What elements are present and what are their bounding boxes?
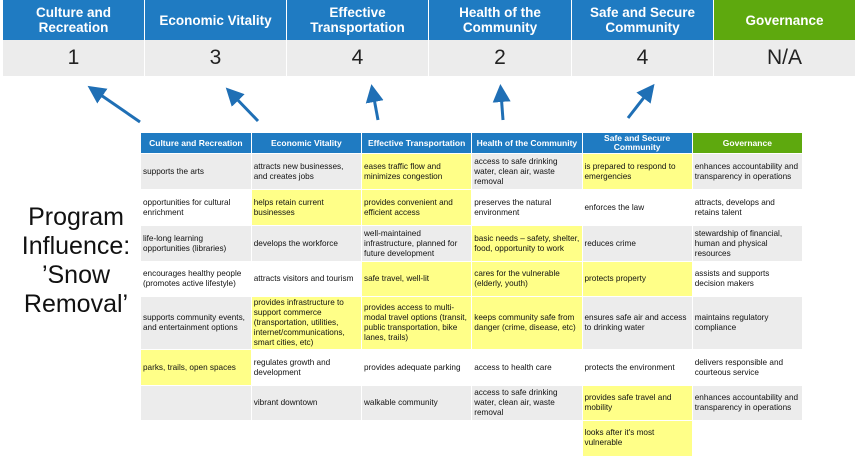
table-cell: attracts new businesses, and creates job…	[251, 153, 363, 190]
table-cell: provides adequate parking	[361, 349, 473, 386]
table-cell: access to health care	[471, 349, 583, 386]
summary-header: Safe and Secure Community	[572, 0, 714, 40]
table-cell: assists and supports decision makers	[692, 261, 804, 297]
table-column-header: Culture and Recreation	[141, 133, 252, 154]
table-column-header: Effective Transportation	[361, 133, 473, 154]
arrow-icon	[492, 84, 511, 121]
table-cell	[141, 420, 252, 456]
table-column-header: Economic Vitality	[251, 133, 363, 154]
table-cell: reduces crime	[582, 225, 693, 262]
table-cell-highlighted: protects property	[582, 261, 693, 297]
table-cell: access to safe drinking water, clean air…	[471, 153, 583, 190]
table-cell	[141, 385, 252, 421]
table-cell: attracts, develops and retains talent	[692, 189, 804, 226]
table-row: parks, trails, open spaces regulates grow…	[141, 349, 804, 386]
table-cell: well-maintained infrastructure, planned …	[361, 225, 473, 262]
table-cell: life-long learning opportunities (librar…	[141, 225, 252, 262]
table-cell	[471, 420, 583, 456]
table-cell-highlighted: provides access to multi-modal travel op…	[361, 296, 473, 350]
arrow-icon	[626, 83, 655, 119]
table-cell	[692, 420, 804, 456]
table-cell-highlighted: looks after it's most vulnerable	[582, 420, 693, 456]
table-row: looks after it's most vulnerable	[141, 420, 804, 456]
table-cell: enhances accountability and transparency…	[692, 385, 804, 421]
table-column-header: Governance	[692, 133, 804, 154]
table-row: supports the arts attracts new businesses…	[141, 153, 804, 190]
table-cell: attracts visitors and tourism	[251, 261, 363, 297]
summary-value: 1	[3, 40, 145, 76]
table-cell-highlighted: helps retain current businesses	[251, 189, 363, 226]
table-cell	[361, 420, 473, 456]
table-row: vibrant downtown walkable community access…	[141, 385, 804, 421]
summary-header: Culture and Recreation	[3, 0, 145, 40]
summary-header: Governance	[714, 0, 856, 40]
summary-value: 4	[287, 40, 429, 76]
table-cell: stewardship of financial, human and phys…	[692, 225, 804, 262]
table-header-row: Culture and Recreation Economic Vitality E…	[141, 133, 804, 154]
summary-scorecard: Culture and Recreation Economic Vitality E…	[3, 0, 856, 76]
pillar-criteria-table: Culture and Recreation Economic Vitality E…	[141, 133, 804, 456]
table-row: life-long learning opportunities (librar…	[141, 225, 804, 262]
table-cell-highlighted: eases traffic flow and minimizes congest…	[361, 153, 473, 190]
table-cell: opportunities for cultural enrichment	[141, 189, 252, 226]
table-cell: ensures safe air and access to drinking …	[582, 296, 693, 350]
table-cell: develops the workforce	[251, 225, 363, 262]
arrow-icon	[87, 85, 141, 124]
table-row: encourages healthy people (promotes acti…	[141, 261, 804, 297]
table-cell	[251, 420, 363, 456]
table-cell-highlighted: provides safe travel and mobility	[582, 385, 693, 421]
table-cell-highlighted: basic needs – safety, shelter, food, opp…	[471, 225, 583, 262]
summary-value: 4	[572, 40, 714, 76]
program-influence-label: Program Influence: ’Snow Removal’	[21, 203, 131, 318]
table-row: supports community events, and entertain…	[141, 296, 804, 350]
summary-header-row: Culture and Recreation Economic Vitality E…	[3, 0, 856, 40]
summary-header: Effective Transportation	[287, 0, 429, 40]
table-cell-highlighted: provides infrastructure to support comme…	[251, 296, 363, 350]
table-cell-highlighted: keeps community safe from danger (crime,…	[471, 296, 583, 350]
table-cell-highlighted: parks, trails, open spaces	[141, 349, 252, 386]
table-cell: regulates growth and development	[251, 349, 363, 386]
table-cell: enhances accountability and transparency…	[692, 153, 804, 190]
summary-value: 3	[145, 40, 287, 76]
table-cell-highlighted: is prepared to respond to emergencies	[582, 153, 693, 190]
table-cell: access to safe drinking water, clean air…	[471, 385, 583, 421]
table-cell: supports the arts	[141, 153, 252, 190]
summary-value-row: 1 3 4 2 4 N/A	[3, 40, 856, 76]
table-cell: vibrant downtown	[251, 385, 363, 421]
table-cell: protects the environment	[582, 349, 693, 386]
summary-header: Economic Vitality	[145, 0, 287, 40]
table-column-header: Safe and Secure Community	[582, 133, 693, 154]
table-column-header: Health of the Community	[471, 133, 583, 154]
table-cell: preserves the natural environment	[471, 189, 583, 226]
summary-value: N/A	[714, 40, 856, 76]
table-cell: supports community events, and entertain…	[141, 296, 252, 350]
table-cell: maintains regulatory compliance	[692, 296, 804, 350]
table-cell: encourages healthy people (promotes acti…	[141, 261, 252, 297]
arrow-icon	[365, 84, 384, 121]
table-cell: enforces the law	[582, 189, 693, 226]
table-cell: delivers responsible and courteous servi…	[692, 349, 804, 386]
table-cell-highlighted: provides convenient and efficient access	[361, 189, 473, 226]
arrow-icon	[225, 87, 260, 123]
summary-value: 2	[429, 40, 572, 76]
summary-header: Health of the Community	[429, 0, 572, 40]
table-cell: walkable community	[361, 385, 473, 421]
table-cell-highlighted: cares for the vulnerable (elderly, youth…	[471, 261, 583, 297]
table-cell-highlighted: safe travel, well-lit	[361, 261, 473, 297]
table-row: opportunities for cultural enrichment hel…	[141, 189, 804, 226]
